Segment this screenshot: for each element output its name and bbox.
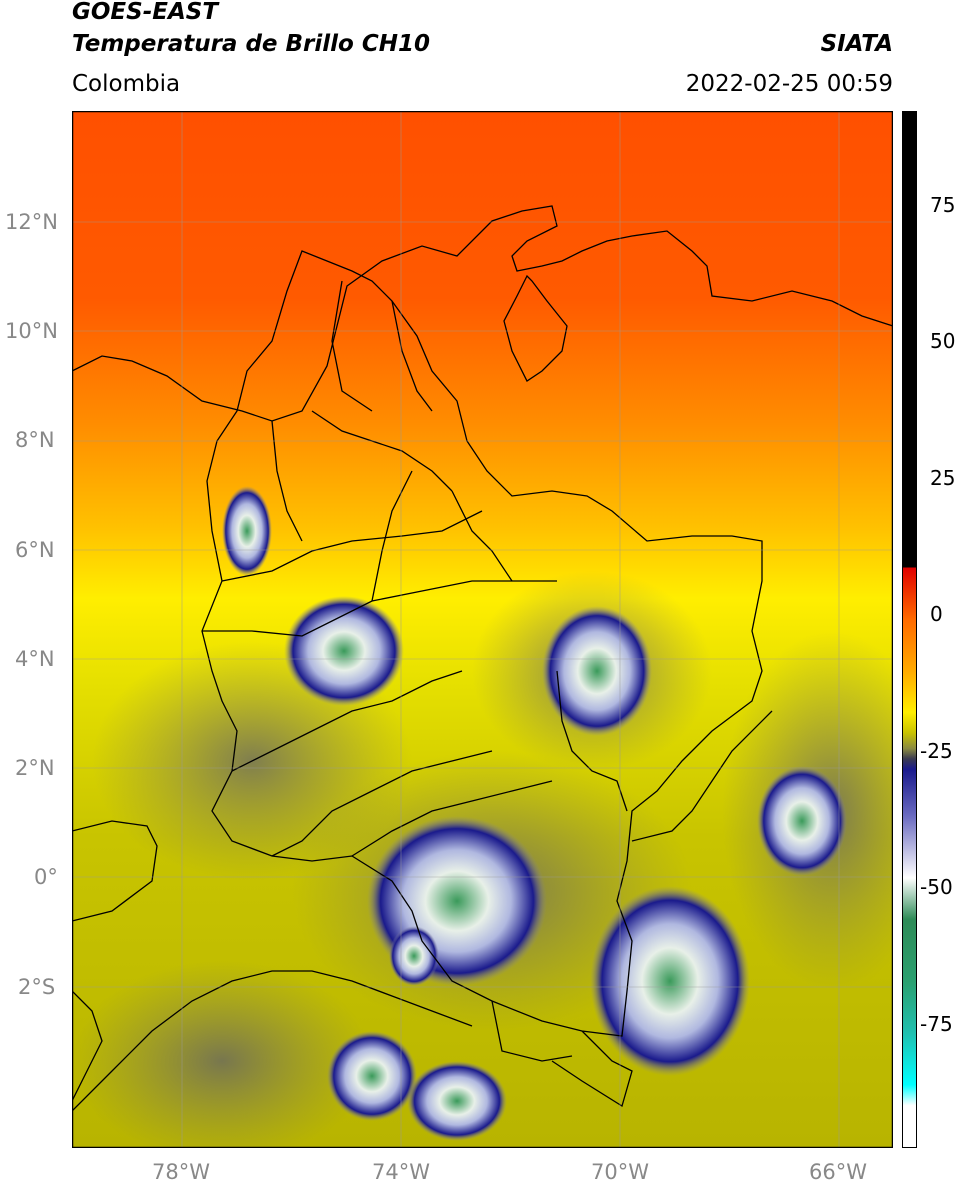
brightness-temperature-map [72,111,893,1148]
lat-tick-0: 0° [34,865,58,889]
colorbar-tick-50: 50 [930,329,956,353]
colorbar-tick-0: 0 [930,602,943,626]
lat-tick-6n: 6°N [15,538,55,562]
colorbar-tick-25: 25 [930,466,956,490]
lon-tick-66w: 66°W [809,1160,867,1184]
colorbar-tick-minus50: -50 [920,875,953,899]
datetime-label: 2022-02-25 00:59 [685,71,893,97]
lon-tick-78w: 78°W [152,1160,210,1184]
lon-tick-74w: 74°W [372,1160,430,1184]
agency-label: SIATA [820,31,893,57]
lat-tick-10n: 10°N [5,319,58,343]
product-title: Temperatura de Brillo CH10 [72,31,430,57]
convective-cloud-cores [222,486,847,1141]
lat-tick-8n: 8°N [15,428,55,452]
lat-lon-gridlines [72,111,893,1148]
colorbar-tick-minus75: -75 [920,1012,953,1036]
lat-tick-12n: 12°N [5,210,58,234]
colorbar-tick-minus25: -25 [920,739,953,763]
satellite-title: GOES-EAST [72,0,219,25]
region-label: Colombia [72,71,181,97]
colorbar-tick-75: 75 [930,193,956,217]
lat-tick-2n: 2°N [15,756,55,780]
coastlines-and-borders [72,205,893,1112]
lat-tick-2s: 2°S [18,975,56,999]
colorbar [902,111,917,1148]
lat-tick-4n: 4°N [15,647,55,671]
lon-tick-70w: 70°W [591,1160,649,1184]
map-frame [72,111,893,1148]
